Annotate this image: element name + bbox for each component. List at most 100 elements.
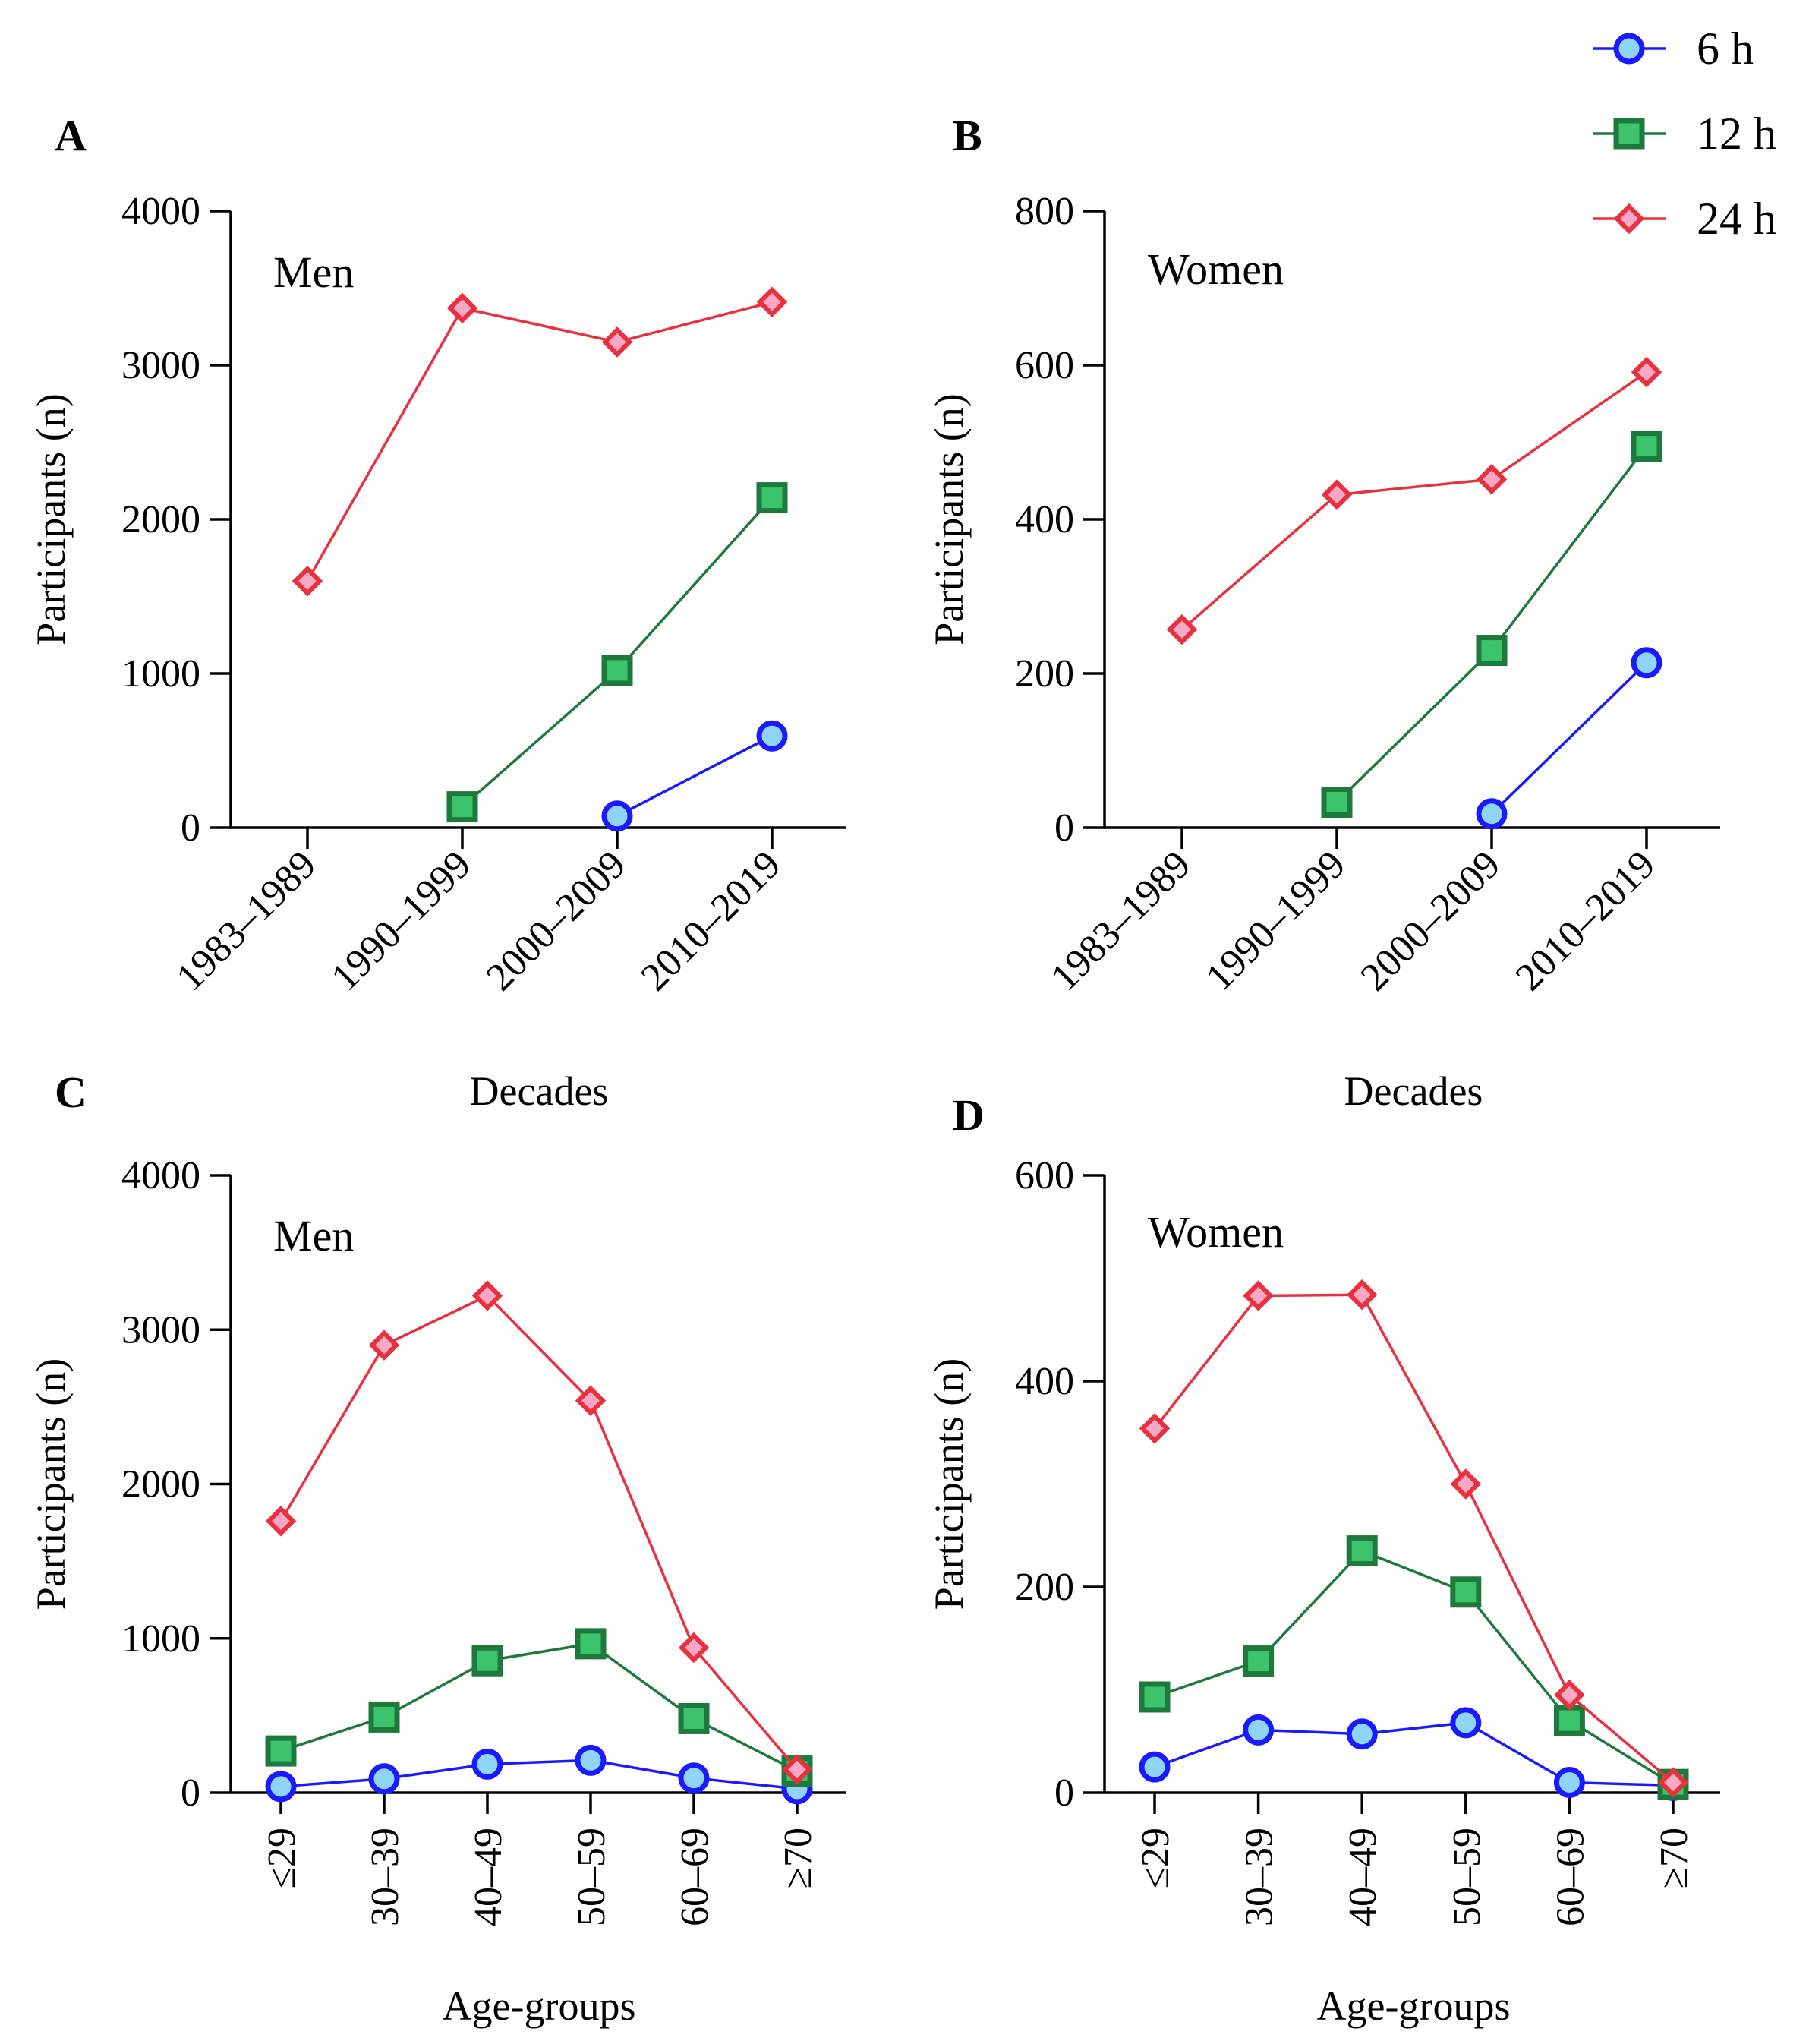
series-line <box>306 301 773 582</box>
x-tick-label: 2000–2009 <box>478 843 635 999</box>
data-point <box>368 1701 400 1733</box>
data-point <box>1553 1766 1585 1798</box>
panel-letter: B <box>953 111 982 160</box>
data-point <box>1657 1767 1689 1798</box>
y-tick-label: 2000 <box>121 1463 200 1506</box>
y-tick-label: 200 <box>1015 1566 1074 1609</box>
x-axis-label: Decades <box>1344 1068 1483 1114</box>
data-point <box>575 1744 607 1776</box>
data-point <box>471 1748 503 1780</box>
x-tick-label: 2000–2009 <box>1353 843 1509 999</box>
legend-item-6-h: 6 h <box>1593 24 1754 74</box>
group-label: Women <box>1148 244 1284 294</box>
y-tick-label: 1000 <box>121 1617 200 1661</box>
y-tick-label: 600 <box>1015 1154 1074 1197</box>
series-12-h <box>446 482 788 823</box>
data-point <box>756 286 788 318</box>
series-line <box>1490 661 1648 815</box>
panel-c: C Men 0 1000 2000 3000 4000 ≤29 30–39 40–49 50–59 6… <box>28 1068 846 2029</box>
data-point <box>1476 798 1508 830</box>
data-point <box>1631 647 1662 679</box>
x-tick-label: 50–59 <box>570 1828 613 1926</box>
series-line <box>279 1294 799 1771</box>
y-axis-label: Participants (n) <box>28 1358 74 1610</box>
series-line <box>1153 1293 1675 1784</box>
x-tick-label: 40–49 <box>1341 1828 1385 1926</box>
y-tick-label: 4000 <box>121 190 200 233</box>
data-point <box>1346 1535 1378 1567</box>
data-point <box>471 1645 503 1677</box>
data-point <box>678 1762 710 1794</box>
data-point <box>1450 1576 1482 1608</box>
y-tick-label: 800 <box>1015 190 1074 233</box>
data-point <box>601 800 633 832</box>
data-point <box>575 1628 607 1660</box>
legend-label: 12 h <box>1697 109 1776 159</box>
x-tick-label: 60–69 <box>1549 1828 1592 1926</box>
y-tick-label: 3000 <box>121 1308 200 1352</box>
panel-d: D Women 0 200 400 600 ≤29 30–39 40–49 50–59 60–69 ≥… <box>926 1090 1720 2029</box>
series-6-h <box>1476 647 1662 830</box>
legend-item-24-h: 24 h <box>1593 194 1776 244</box>
y-tick-label: 1000 <box>121 652 200 696</box>
legend-marker <box>1613 118 1645 150</box>
series-line <box>1180 371 1647 631</box>
data-point <box>781 1754 813 1785</box>
group-label: Women <box>1148 1207 1284 1257</box>
y-tick-label: 0 <box>181 1771 200 1815</box>
x-tick-label: ≥70 <box>1653 1828 1696 1889</box>
series-line <box>1335 445 1648 803</box>
data-point <box>446 292 478 324</box>
data-point <box>1553 1705 1585 1736</box>
y-tick-label: 0 <box>1054 806 1074 850</box>
data-point <box>575 1385 607 1416</box>
data-point <box>265 1735 297 1767</box>
data-point <box>601 655 633 686</box>
series-6-h <box>601 720 788 832</box>
x-tick-label: 2010–2019 <box>1508 843 1664 999</box>
x-axis-label: Decades <box>470 1068 609 1114</box>
x-tick-label: 40–49 <box>467 1828 510 1926</box>
x-axis-label: Age-groups <box>443 1983 636 2029</box>
y-tick-label: 3000 <box>121 344 200 387</box>
chart-panels: AMen010002000300040001983–19891990–19992… <box>28 111 1720 2029</box>
series-line <box>616 734 773 818</box>
data-point <box>1554 1680 1585 1711</box>
x-tick-label: 1990–1999 <box>323 843 480 999</box>
panel-letter: C <box>55 1068 87 1117</box>
x-tick-label: ≤29 <box>1134 1828 1177 1889</box>
data-point <box>292 565 323 597</box>
series-24-h <box>1166 356 1662 645</box>
series-line <box>280 1642 798 1773</box>
data-point <box>1631 356 1662 388</box>
data-point <box>1476 635 1508 667</box>
data-point <box>756 720 788 752</box>
y-tick-label: 200 <box>1015 652 1074 696</box>
data-point <box>1139 1751 1171 1783</box>
group-label: Men <box>273 248 354 297</box>
panel-letter: D <box>953 1090 985 1140</box>
x-tick-label: 30–39 <box>364 1828 407 1926</box>
legend-label: 24 h <box>1697 194 1776 244</box>
y-axis-label: Participants (n) <box>926 393 972 645</box>
data-point <box>1321 787 1353 819</box>
data-point <box>265 1506 297 1537</box>
legend: 6 h 12 h 24 h <box>1593 24 1776 244</box>
panel-letter: A <box>55 111 87 160</box>
legend-label: 6 h <box>1697 24 1754 74</box>
y-tick-label: 0 <box>1054 1771 1074 1815</box>
y-tick-label: 4000 <box>121 1154 200 1197</box>
data-point <box>1243 1645 1275 1677</box>
y-tick-label: 400 <box>1015 498 1074 541</box>
data-point <box>1166 614 1198 645</box>
data-point <box>1450 1707 1482 1739</box>
series-line <box>1154 1721 1674 1787</box>
x-tick-label: 1983–1989 <box>169 843 325 999</box>
series-line <box>1154 1549 1674 1786</box>
y-axis-label: Participants (n) <box>28 393 74 645</box>
data-point <box>1346 1279 1378 1311</box>
x-tick-label: 60–69 <box>673 1828 717 1926</box>
data-point <box>678 1702 710 1734</box>
panel-b: B Women 0 200 400 600 800 1983–19891990–1999200… <box>926 111 1720 1114</box>
x-tick-label: ≤29 <box>260 1828 304 1889</box>
